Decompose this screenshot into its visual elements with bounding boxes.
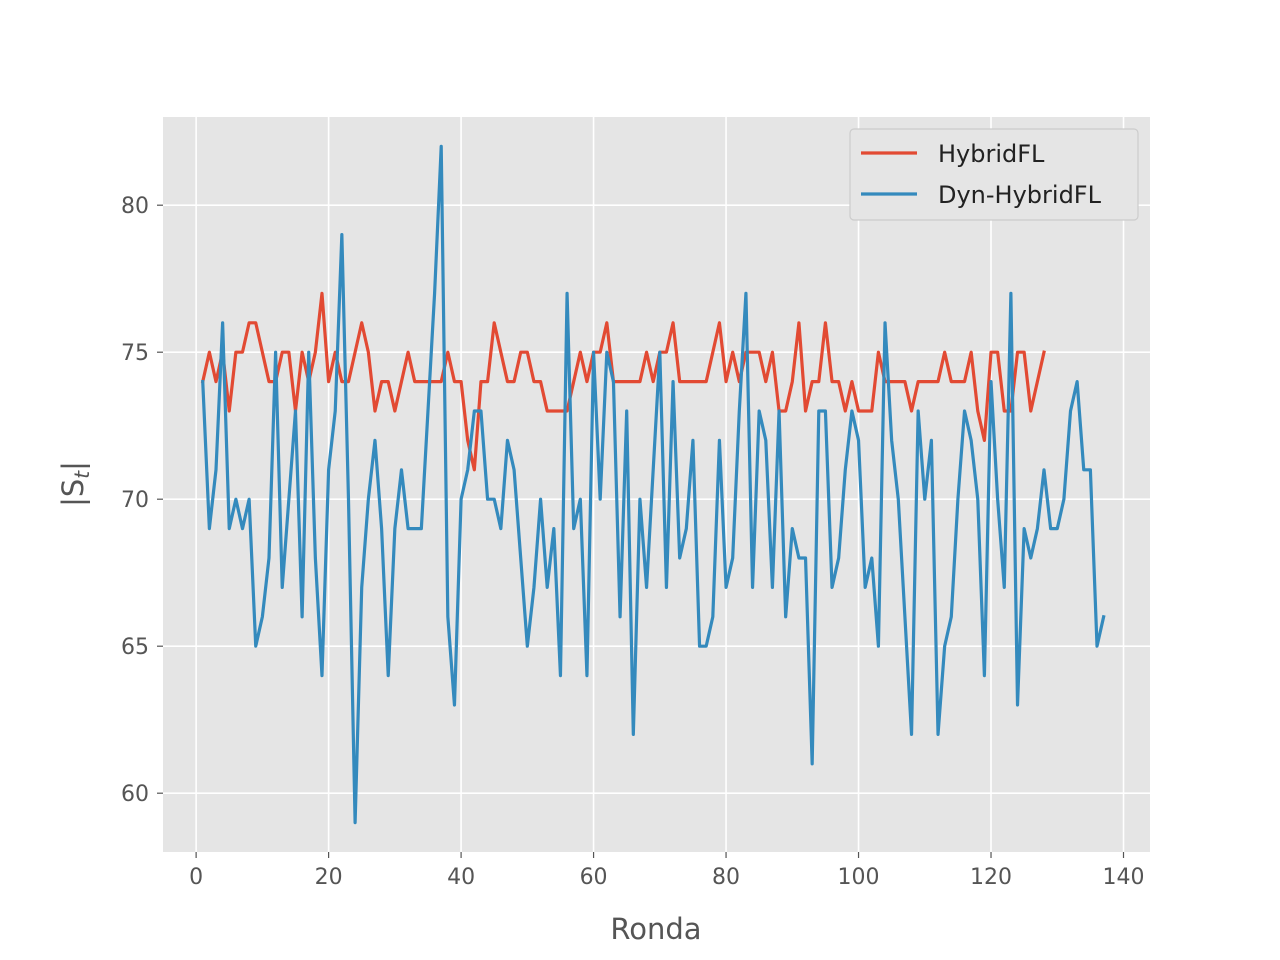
y-axis-ticks: 60 65 70 75 80 (121, 194, 163, 807)
y-tick-label-65: 65 (121, 635, 149, 660)
y-axis-label: |St| (56, 461, 94, 507)
y-axis-label-end: | (56, 461, 90, 471)
series-line-hybridfl (200, 291, 1046, 472)
y-axis-label-subscript: t (70, 470, 94, 479)
y-axis-label-base: |S (56, 479, 90, 507)
x-tick-label-80: 80 (712, 865, 740, 890)
x-axis-label: Ronda (610, 912, 701, 946)
x-tick-label-60: 60 (580, 865, 608, 890)
x-tick-label-40: 40 (447, 865, 475, 890)
legend-label-dyn-hybridfl: Dyn-HybridFL (938, 181, 1102, 209)
legend-label-hybridfl: HybridFL (938, 140, 1045, 168)
series-group (200, 144, 1106, 825)
y-tick-label-60: 60 (121, 782, 149, 807)
legend-box (849, 128, 1139, 221)
x-tick-label-100: 100 (838, 865, 880, 890)
plot-background (163, 117, 1150, 852)
x-axis-ticks: 0 20 40 60 80 100 120 140 (189, 852, 1145, 890)
y-tick-label-75: 75 (121, 341, 149, 366)
y-tick-label-70: 70 (121, 488, 149, 513)
x-tick-label-20: 20 (315, 865, 343, 890)
legend: HybridFL Dyn-HybridFL (849, 128, 1139, 221)
x-tick-label-0: 0 (189, 865, 203, 890)
x-tick-label-140: 140 (1103, 865, 1145, 890)
series-line-dyn-hybridfl (201, 144, 1106, 825)
x-tick-label-120: 120 (970, 865, 1012, 890)
y-tick-label-80: 80 (121, 194, 149, 219)
